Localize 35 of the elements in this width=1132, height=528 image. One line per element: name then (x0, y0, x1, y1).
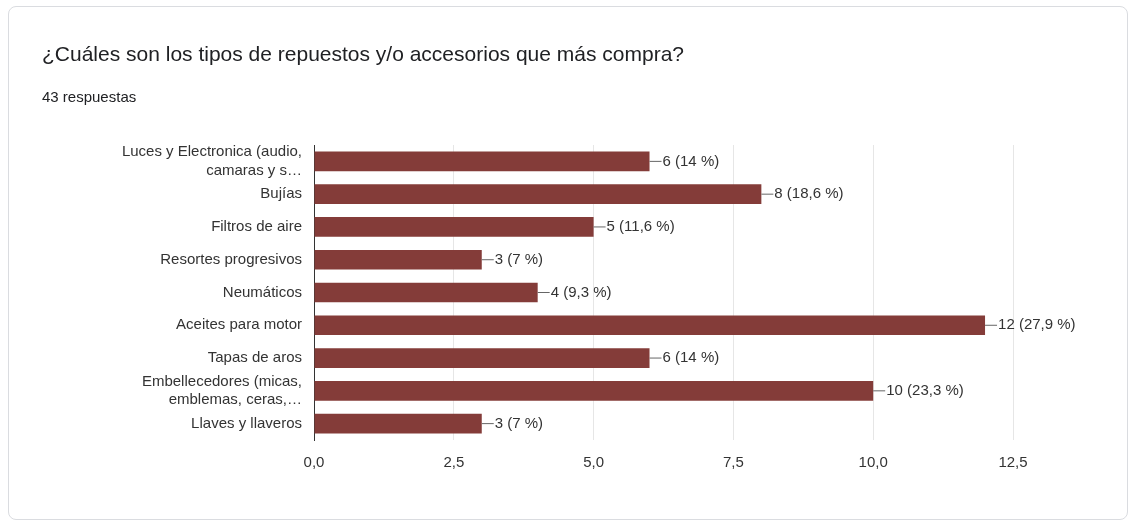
y-tick-label: Llaves y llaveros (191, 413, 302, 431)
x-tick-label: 10,0 (858, 453, 888, 471)
data-label: 3 (7 %) (494, 413, 544, 431)
bar (314, 184, 762, 204)
bar (314, 151, 650, 172)
bar (314, 381, 874, 401)
y-tick-label: Tapas de aros (207, 348, 302, 366)
bar (314, 413, 482, 434)
bar (314, 282, 538, 303)
chart-title: ¿Cuáles son los tipos de repuestos y/o accesorios que más compra? (42, 42, 684, 66)
y-tick-label: Bujías (260, 184, 302, 202)
x-tick-label: 0,0 (303, 453, 325, 471)
bar (314, 249, 482, 270)
y-tick-label: Aceites para motor (176, 315, 302, 333)
y-tick-label: Resortes progresivos (160, 249, 302, 267)
bar (314, 315, 986, 336)
y-tick-label: Luces y Electronica (audio, camaras y s… (121, 142, 302, 178)
x-tick-label: 2,5 (443, 453, 465, 471)
x-tick-label: 7,5 (722, 453, 744, 471)
data-label: 10 (23,3 %) (886, 380, 964, 398)
data-label: 4 (9,3 %) (550, 282, 612, 300)
text: 43 respuestas (42, 88, 137, 105)
y-tick-label: Neumáticos (222, 282, 302, 300)
data-label: 8 (18,6 %) (774, 184, 844, 202)
y-tick-label: Embellecedores (micas, emblemas, ceras,… (141, 371, 302, 408)
data-label: 6 (14 %) (662, 348, 720, 366)
data-label: 6 (14 %) (662, 151, 720, 169)
bar (314, 217, 594, 237)
data-label: 12 (27,9 %) (998, 315, 1076, 333)
x-tick-label: 5,0 (583, 453, 605, 471)
x-tick-label: 12,5 (998, 453, 1028, 471)
y-tick-label: Filtros de aire (211, 217, 302, 235)
data-label: 5 (11,6 %) (606, 217, 675, 235)
data-label: 3 (7 %) (494, 249, 544, 267)
bar (314, 348, 650, 368)
